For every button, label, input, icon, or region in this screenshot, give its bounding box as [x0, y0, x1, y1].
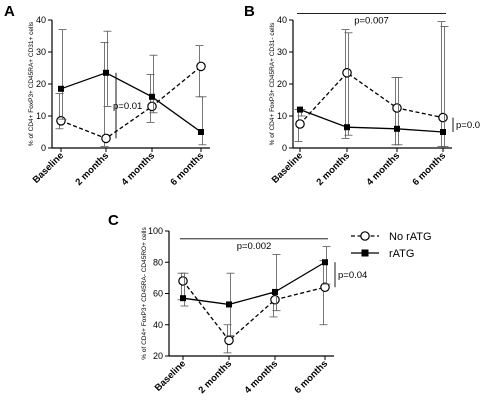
x-tick-label: Baseline — [153, 358, 188, 393]
data-point-ratg — [272, 288, 278, 295]
y-tick-label: 10 — [36, 111, 46, 121]
chart-panel-b: 0 10 20 30 40 Baseline 2 months 4 months 6 month… — [269, 13, 480, 188]
y-tick-label: 10 — [277, 111, 287, 121]
x-tick-label: 6 months — [410, 150, 448, 188]
data-point-no-ratg — [320, 282, 330, 293]
data-point-no-ratg — [342, 68, 352, 78]
p-value-label: p=0.04 — [338, 270, 367, 281]
p-value-label: p=0.03 — [456, 120, 480, 131]
series-line-no-ratg — [299, 71, 444, 125]
data-point-ratg — [149, 93, 155, 100]
y-tick-label: 30 — [36, 47, 46, 57]
legend-marker-no-ratg — [360, 231, 370, 241]
y-tick-label: 0 — [282, 143, 287, 153]
series-line-ratg — [60, 72, 202, 133]
data-point-ratg — [297, 106, 303, 113]
chart-panel-c: 20 40 60 80 100 Baseline 2 months 4 months 6 mon… — [141, 226, 367, 396]
data-point-no-ratg — [295, 119, 305, 129]
x-tick-label: 4 months — [364, 150, 402, 188]
p-value-label: p=0.01 — [113, 101, 142, 112]
y-tick-label: 80 — [153, 257, 163, 267]
legend-label-ratg: rATG — [389, 248, 414, 260]
chart-panel-a: 0 10 20 30 40 Baseline 2 months 4 months 6 month… — [28, 15, 210, 188]
error-bar-ratg — [440, 25, 449, 147]
data-point-ratg — [103, 69, 109, 76]
data-point-ratg — [394, 125, 400, 132]
y-tick-label: 20 — [36, 79, 46, 89]
data-point-no-ratg — [270, 294, 280, 305]
data-point-no-ratg — [56, 116, 66, 126]
x-tick-label: Baseline — [31, 150, 66, 185]
y-tick-label: 30 — [277, 47, 287, 57]
y-tick-label: 20 — [153, 351, 163, 361]
data-point-no-ratg — [196, 61, 206, 72]
data-point-ratg — [58, 85, 64, 92]
data-point-ratg — [180, 295, 186, 302]
y-tick-label: 0 — [41, 143, 46, 153]
data-point-ratg — [322, 259, 328, 266]
x-tick-label: 2 months — [73, 150, 111, 188]
data-point-no-ratg — [392, 103, 402, 113]
data-point-no-ratg — [147, 101, 157, 112]
data-point-ratg — [198, 129, 204, 135]
data-point-ratg — [440, 129, 446, 135]
panel-label-c: C — [108, 212, 119, 229]
series-line-ratg — [182, 261, 326, 306]
data-point-no-ratg — [224, 335, 234, 346]
p-value-label: p=0.007 — [354, 16, 389, 27]
error-bar-no-ratg — [195, 45, 204, 98]
error-bar-ratg — [322, 246, 331, 285]
y-tick-label: 40 — [36, 15, 46, 25]
x-tick-label: Baseline — [270, 150, 305, 185]
x-tick-label: 2 months — [314, 150, 352, 188]
error-bar-ratg — [103, 30, 112, 107]
y-axis-label: % of CD4+ FoxP3+ CD45RA- CD45RO+ cells — [141, 227, 148, 360]
x-tick-label: 6 months — [292, 358, 330, 396]
error-bar-ratg — [344, 32, 353, 136]
data-point-ratg — [226, 301, 232, 308]
legend-marker-ratg — [361, 249, 369, 257]
panel-label-b: B — [244, 3, 255, 20]
error-bar-ratg — [149, 54, 158, 114]
error-bar-ratg — [394, 77, 403, 146]
legend: No rATG rATG — [351, 231, 432, 260]
y-tick-label: 40 — [277, 15, 287, 25]
y-axis-label: % of CD4+ FoxP3+ CD45RA+ CD31- cells — [269, 22, 276, 145]
x-tick-label: 4 months — [242, 358, 280, 396]
y-axis-label: % of CD4+ FoxP3+ CD45RA+ CD31+ cells — [28, 21, 35, 146]
series-line-ratg — [299, 108, 444, 133]
data-point-no-ratg — [438, 112, 448, 123]
y-tick-label: 20 — [277, 79, 287, 89]
p-value-label: p=0.002 — [237, 241, 272, 252]
legend-label-no-ratg: No rATG — [389, 231, 432, 243]
error-bar-no-ratg — [341, 29, 350, 139]
data-point-ratg — [344, 124, 350, 131]
data-point-no-ratg — [178, 276, 188, 286]
x-tick-label: 4 months — [119, 150, 157, 188]
error-bar-ratg — [58, 29, 67, 120]
error-bar-ratg — [198, 96, 207, 146]
y-tick-label: 40 — [153, 320, 163, 330]
series-line-no-ratg — [182, 280, 326, 342]
y-tick-label: 100 — [148, 226, 163, 236]
error-bar-ratg — [272, 254, 281, 312]
x-tick-label: 6 months — [168, 150, 206, 188]
data-point-no-ratg — [101, 133, 111, 144]
x-tick-label: 2 months — [196, 358, 234, 396]
y-tick-label: 60 — [153, 289, 163, 299]
panel-label-a: A — [4, 3, 15, 20]
